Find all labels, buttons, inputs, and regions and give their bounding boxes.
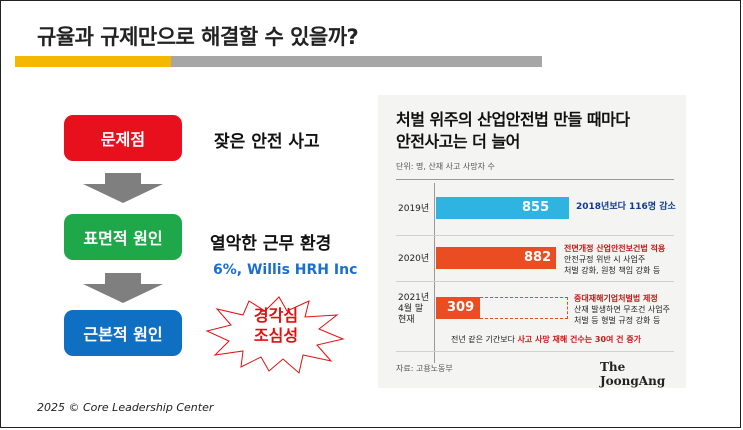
row-note-block: 중대재해기업처벌법 제정 산재 발생하면 무조건 사업주 처벌 등 형벌 규정 …: [574, 293, 670, 326]
down-arrow-icon: [83, 273, 163, 303]
surface-cause-box: 표면적 원인: [64, 214, 182, 260]
problem-description: 잦은 안전 사고: [214, 132, 320, 152]
problem-box: 문제점: [64, 115, 182, 161]
row-note: 처벌 강화, 원청 책임 강화 등: [564, 266, 661, 275]
row-note: 2018년보다 116명 감소: [576, 202, 676, 212]
bar-value-label: 855: [522, 200, 550, 215]
bar-value-label: 309: [447, 300, 475, 315]
burst-text: 경각심 조심성: [241, 306, 311, 346]
row-note: 중대재해기업처벌법 제정: [574, 294, 658, 303]
copyright-footer: 2025 © Core Leadership Center: [37, 401, 214, 414]
surface-cause-statistic: 6%, Willis HRH Inc: [213, 262, 358, 278]
title-underline-accent: [15, 56, 171, 67]
news-chart: 처벌 위주의 산업안전법 만들 때마다 안전사고는 더 늘어 단위: 명, 산재…: [378, 95, 686, 388]
down-arrow-icon: [83, 173, 163, 203]
axis-line: [434, 183, 435, 363]
bar-2021-comparison: [480, 297, 568, 319]
bottom-note: 전년 같은 기간보다 사고 사망 재해 건수는 30여 건 증가: [451, 334, 641, 345]
bar-2021: [436, 297, 480, 319]
slide-title: 규율과 규제만으로 해결할 수 있을까?: [37, 25, 359, 49]
row-note: 산재 발생하면 무조건 사업주: [574, 305, 670, 314]
news-title-line-2: 안전사고는 더 늘어: [396, 132, 520, 151]
news-source: 자료: 고용노동부: [396, 364, 453, 373]
news-brand-logo: The JoongAng: [600, 360, 666, 388]
year-label: 2019년: [398, 204, 430, 214]
row-note: 전면개정 산업안전보건법 적용: [564, 244, 666, 253]
bar-2020: [436, 247, 556, 269]
root-cause-box: 근본적 원인: [64, 310, 182, 356]
divider: [396, 179, 674, 180]
year-label-line: 현재: [398, 315, 415, 325]
divider: [396, 351, 674, 352]
year-label-line: 2021년: [398, 293, 430, 303]
bar-value-label: 882: [524, 250, 552, 265]
title-underline-bar: [171, 56, 542, 67]
year-label: 2021년 4월 말 현재: [398, 293, 429, 326]
row-note: 처벌 등 형벌 규정 강화 등: [574, 316, 661, 325]
divider: [396, 235, 674, 236]
bottom-note-highlight: 사고 사망 재해 건수는 30여 건 증가: [517, 335, 642, 344]
row-note-block: 전면개정 산업안전보건법 적용 안전규정 위반 시 사업주 처벌 강화, 원청 …: [564, 243, 665, 276]
bar-2019: [436, 197, 569, 219]
burst-line-1: 경각심: [253, 306, 299, 325]
news-title-line-1: 처벌 위주의 산업안전법 만들 때마다: [396, 110, 630, 129]
news-title: 처벌 위주의 산업안전법 만들 때마다 안전사고는 더 늘어: [396, 109, 630, 153]
burst-shape: [205, 296, 345, 374]
divider: [396, 281, 674, 282]
burst-line-2: 조심성: [253, 326, 299, 345]
year-label: 2020년: [398, 254, 430, 264]
news-unit: 단위: 명, 산재 사고 사망자 수: [396, 162, 495, 171]
surface-cause-description: 열악한 근무 환경: [210, 234, 332, 254]
row-note: 안전규정 위반 시 사업주: [564, 255, 646, 264]
bottom-note-text: 전년 같은 기간보다: [451, 335, 518, 344]
year-label-line: 4월 말: [398, 304, 424, 314]
